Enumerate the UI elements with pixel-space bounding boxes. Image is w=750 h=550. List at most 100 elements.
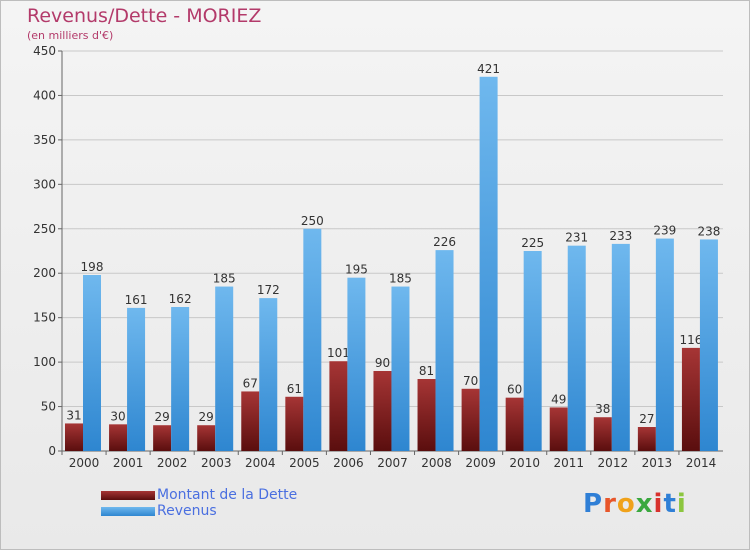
logo-letter: i (653, 489, 664, 519)
chart-subtitle: (en milliers d'€) (27, 29, 114, 42)
y-tick-label: 250 (33, 222, 56, 236)
x-tick-label-2014: 2014 (686, 456, 717, 470)
bar-debt-2003 (197, 425, 216, 451)
bar-revenue-2006 (347, 277, 366, 451)
bar-debt-2002 (153, 425, 172, 451)
bar-revenue-2009 (479, 76, 498, 452)
data-label-revenue-2009: 421 (477, 62, 500, 76)
x-tick-label-2010: 2010 (509, 456, 540, 470)
y-tick-label: 150 (33, 311, 56, 325)
data-label-revenue-2010: 225 (521, 236, 544, 250)
data-label-revenue-2007: 185 (389, 272, 412, 286)
bar-revenue-2011 (567, 245, 586, 451)
data-label-revenue-2008: 226 (433, 235, 456, 249)
data-label-revenue-2005: 250 (301, 214, 324, 228)
bar-debt-2011 (549, 407, 568, 451)
data-label-revenue-2013: 239 (653, 224, 676, 238)
logo-letter: x (635, 489, 654, 519)
data-label-debt-2010: 60 (507, 383, 522, 397)
data-label-debt-2009: 70 (463, 374, 478, 388)
logo-letter: r (603, 489, 617, 519)
bar-revenue-2005 (303, 228, 322, 451)
x-tick-label-2005: 2005 (289, 456, 320, 470)
x-tick-label-2004: 2004 (245, 456, 276, 470)
logo-letter: o (616, 489, 636, 519)
x-tick-label-2009: 2009 (465, 456, 496, 470)
data-label-revenue-2002: 162 (169, 292, 192, 306)
data-label-debt-2008: 81 (419, 364, 434, 378)
y-tick-label: 350 (33, 133, 56, 147)
bar-revenue-2012 (611, 243, 630, 451)
bar-revenue-2004 (259, 298, 278, 451)
data-label-revenue-2004: 172 (257, 283, 280, 297)
legend-swatch-revenue (101, 506, 155, 516)
data-label-debt-2012: 38 (595, 402, 610, 416)
data-label-debt-2005: 61 (287, 382, 302, 396)
data-label-revenue-2006: 195 (345, 263, 368, 277)
proxiti-logo: Proxiti (583, 489, 687, 519)
y-tick-label: 300 (33, 177, 56, 191)
data-label-revenue-2001: 161 (125, 293, 148, 307)
y-tick-label: 200 (33, 266, 56, 280)
data-label-debt-2007: 90 (375, 356, 390, 370)
bar-debt-2000 (65, 423, 83, 451)
logo-letter: t (663, 489, 677, 519)
data-label-revenue-2003: 185 (213, 272, 236, 286)
logo-letter: i (676, 489, 687, 519)
y-tick-label: 100 (33, 355, 56, 369)
legend: Montant de la Dette Revenus (101, 487, 297, 519)
x-tick-label-2000: 2000 (69, 456, 100, 470)
data-label-debt-2006: 101 (327, 346, 350, 360)
bar-revenue-2010 (523, 251, 542, 451)
bar-revenue-2002 (171, 307, 190, 451)
data-label-revenue-2014: 238 (697, 224, 720, 238)
bar-debt-2005 (285, 396, 304, 451)
legend-swatch-debt (101, 490, 155, 500)
bar-revenue-2001 (127, 307, 146, 451)
bar-revenue-2003 (215, 286, 234, 451)
y-tick-label: 400 (33, 88, 56, 102)
y-tick-label: 50 (41, 400, 56, 414)
x-tick-label-2012: 2012 (598, 456, 629, 470)
data-label-debt-2004: 67 (243, 376, 258, 390)
data-label-debt-2001: 30 (110, 409, 125, 423)
bar-revenue-2008 (435, 250, 454, 451)
bar-debt-2010 (505, 397, 524, 451)
bar-revenue-2014 (699, 239, 718, 451)
bar-debt-2013 (637, 427, 656, 451)
chart-title: Revenus/Dette - MORIEZ (27, 5, 262, 27)
data-label-revenue-2011: 231 (565, 231, 588, 245)
x-tick-label-2006: 2006 (333, 456, 364, 470)
data-label-revenue-2000: 198 (81, 260, 104, 274)
x-tick-label-2002: 2002 (157, 456, 188, 470)
x-tick-label-2011: 2011 (553, 456, 584, 470)
bar-debt-2007 (373, 371, 392, 451)
data-label-revenue-2012: 233 (609, 229, 632, 243)
bar-revenue-2013 (655, 238, 674, 451)
bar-debt-2004 (241, 391, 260, 451)
legend-item-debt: Montant de la Dette (101, 487, 297, 503)
legend-label-revenue: Revenus (157, 503, 217, 519)
x-tick-label-2013: 2013 (642, 456, 673, 470)
bar-debt-2001 (109, 424, 128, 451)
bar-debt-2014 (681, 347, 700, 451)
legend-label-debt: Montant de la Dette (157, 487, 298, 503)
y-tick-label: 0 (48, 444, 56, 458)
bar-debt-2012 (593, 417, 612, 451)
data-label-debt-2011: 49 (551, 392, 566, 406)
y-tick-label: 450 (33, 44, 56, 58)
x-tick-label-2001: 2001 (113, 456, 144, 470)
bar-debt-2008 (417, 379, 436, 451)
x-tick-label-2007: 2007 (377, 456, 408, 470)
logo-letter: P (583, 489, 604, 519)
data-label-debt-2014: 116 (679, 333, 702, 347)
x-tick-label-2008: 2008 (421, 456, 452, 470)
bar-debt-2009 (461, 388, 480, 451)
x-tick-label-2003: 2003 (201, 456, 232, 470)
data-label-debt-2000: 31 (66, 408, 81, 422)
bar-revenue-2007 (391, 286, 410, 451)
data-label-debt-2003: 29 (199, 410, 214, 424)
data-label-debt-2002: 29 (154, 410, 169, 424)
